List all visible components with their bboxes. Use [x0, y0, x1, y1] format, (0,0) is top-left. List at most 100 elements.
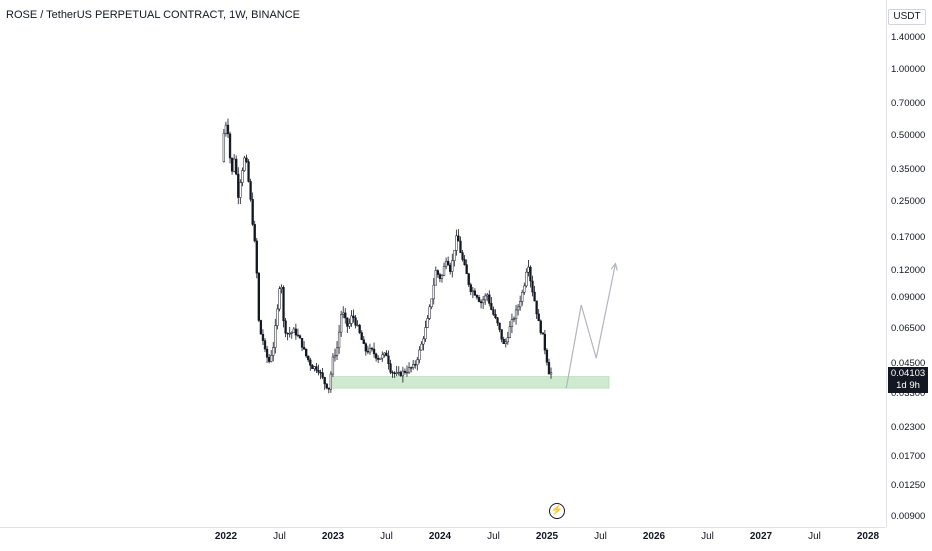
candle [263, 338, 267, 353]
candle [475, 294, 479, 300]
candle [377, 355, 380, 363]
candle [484, 293, 487, 305]
candle [288, 326, 291, 338]
candle [432, 278, 435, 305]
candle [444, 257, 448, 270]
candle [416, 356, 419, 371]
candle [325, 383, 328, 390]
price-tick-label: 0.09000 [891, 292, 926, 304]
candle [261, 329, 265, 345]
candle [401, 366, 405, 383]
candle [348, 318, 351, 329]
candle [302, 341, 306, 351]
projection-path[interactable] [565, 263, 617, 389]
candle [465, 259, 468, 275]
time-axis[interactable] [0, 527, 886, 551]
candle [342, 306, 345, 319]
candle [449, 262, 452, 275]
candle [237, 167, 240, 205]
candle [521, 289, 524, 306]
candle [510, 313, 514, 334]
candle [549, 367, 553, 379]
candle [430, 298, 433, 310]
candle [372, 342, 376, 358]
time-tick-label: 2027 [749, 531, 773, 542]
lightning-icon[interactable]: ⚡ [549, 503, 565, 519]
candle [360, 330, 363, 341]
time-tick-label: Jul [701, 531, 714, 542]
candle [481, 296, 485, 309]
last-price-value: 0.04103 [890, 368, 926, 379]
candle [294, 323, 298, 340]
candle [368, 343, 372, 355]
candle [298, 334, 302, 339]
candle [490, 297, 493, 311]
candle [257, 272, 260, 322]
price-axis[interactable] [886, 0, 932, 527]
time-tick-label: 2022 [214, 531, 238, 542]
price-tick-label: 0.70000 [891, 97, 926, 109]
candle [403, 368, 407, 375]
candle [387, 350, 390, 370]
candle [422, 336, 425, 351]
candle [305, 348, 308, 358]
price-tick-label: 0.04500 [891, 358, 926, 370]
price-tick-label: 0.25000 [891, 195, 926, 207]
candle [251, 192, 254, 226]
candle [428, 304, 431, 321]
candle [533, 285, 536, 302]
chart-plot-area[interactable] [0, 0, 886, 527]
candle [527, 259, 530, 277]
candle [379, 357, 382, 360]
last-price-marker: 0.04103 1d 9h [888, 367, 928, 393]
candle [313, 365, 316, 372]
price-tick-label: 0.06500 [891, 323, 926, 335]
candle [272, 341, 275, 362]
candle [537, 309, 540, 322]
candle [418, 346, 421, 364]
candle [391, 370, 394, 378]
candle [424, 320, 427, 342]
candle [317, 364, 320, 376]
candle [228, 131, 232, 164]
price-tick-label: 1.00000 [891, 63, 926, 75]
time-tick-label: 2028 [856, 531, 880, 542]
candle [241, 167, 244, 187]
candle [455, 229, 458, 256]
candle [438, 272, 442, 283]
price-tick-label: 0.03300 [891, 387, 926, 399]
candle [333, 348, 337, 362]
candle [469, 282, 472, 296]
candle [249, 178, 252, 202]
candle [461, 249, 464, 262]
candle [479, 299, 483, 309]
candle [362, 335, 365, 344]
time-tick-label: 2026 [642, 531, 666, 542]
candle [253, 220, 256, 243]
candle [385, 350, 388, 357]
candle [327, 387, 330, 394]
candle [436, 269, 440, 278]
candle [545, 348, 549, 366]
currency-label[interactable]: USDT [888, 9, 926, 25]
candle [504, 338, 507, 348]
price-tick-label: 0.01250 [891, 479, 926, 491]
candle [245, 154, 248, 164]
time-tick-label: Jul [273, 531, 286, 542]
candle [282, 285, 285, 328]
candle [486, 292, 489, 302]
candle [492, 306, 495, 316]
candle [442, 262, 446, 277]
candle [496, 316, 499, 327]
candle [420, 341, 423, 351]
time-tick-label: Jul [594, 531, 607, 542]
candle [337, 325, 341, 354]
candle [395, 365, 398, 377]
candle [494, 309, 497, 320]
price-tick-label: 1.40000 [891, 32, 926, 43]
candle [451, 253, 454, 278]
candle [255, 237, 258, 279]
time-tick-label: Jul [380, 531, 393, 542]
candle [446, 256, 450, 266]
